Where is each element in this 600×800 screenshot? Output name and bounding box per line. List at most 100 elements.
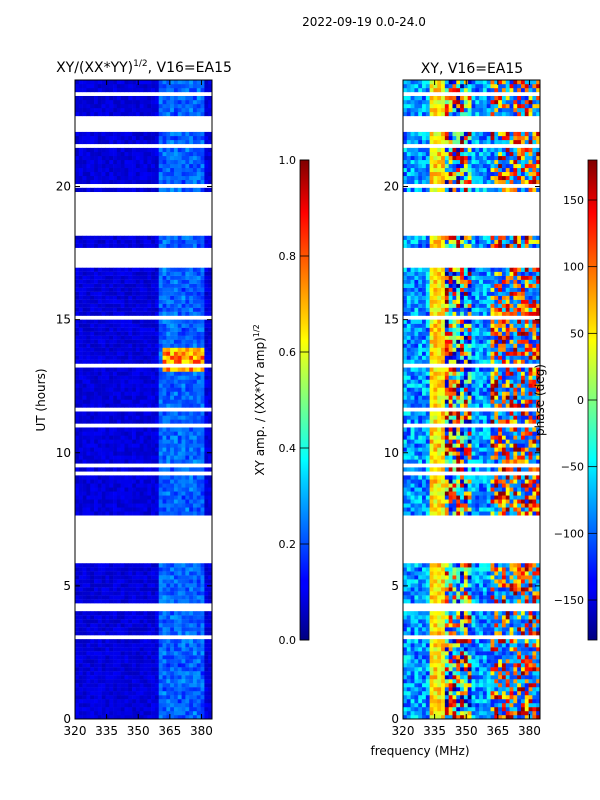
amplitude-heatmap-cell xyxy=(192,295,198,300)
amplitude-heatmap-cell xyxy=(200,287,205,292)
amplitude-heatmap-cell xyxy=(143,475,148,480)
amplitude-heatmap-cell xyxy=(105,351,110,356)
amplitude-heatmap-cell xyxy=(162,623,167,628)
amplitude-heatmap-cell xyxy=(196,615,201,620)
amplitude-heatmap-cell xyxy=(113,303,118,308)
phase-heatmap-cell xyxy=(509,707,514,712)
amplitude-heatmap-cell xyxy=(94,511,99,516)
amplitude-heatmap-cell xyxy=(147,383,152,388)
phase-heatmap-cell xyxy=(532,695,537,700)
amplitude-heatmap-cell xyxy=(200,103,205,109)
amplitude-heatmap-cell xyxy=(147,299,152,304)
amplitude-heatmap-cell xyxy=(90,271,95,276)
amplitude-heatmap-cell xyxy=(151,131,156,137)
amplitude-heatmap-cell xyxy=(158,335,163,340)
amplitude-heatmap-cell xyxy=(170,335,175,340)
amplitude-heatmap-cell xyxy=(177,435,182,440)
amplitude-heatmap-cell xyxy=(154,623,160,628)
amplitude-heatmap-cell xyxy=(173,267,179,272)
amplitude-heatmap-cell xyxy=(192,567,198,572)
amplitude-heatmap-cell xyxy=(147,495,152,500)
amplitude-heatmap-cell xyxy=(132,155,137,161)
amplitude-heatmap-cell xyxy=(181,411,186,416)
amplitude-heatmap-cell xyxy=(192,107,198,113)
amplitude-heatmap-cell xyxy=(128,619,133,624)
amplitude-heatmap-cell xyxy=(208,327,213,332)
amplitude-heatmap-cell xyxy=(170,147,175,153)
amplitude-heatmap-cell xyxy=(147,639,152,644)
amplitude-heatmap-cell xyxy=(170,507,175,512)
amplitude-heatmap-cell xyxy=(166,383,171,388)
amplitude-heatmap-cell xyxy=(208,483,213,488)
amplitude-heatmap-cell xyxy=(177,87,182,93)
phase-heatmap-cell xyxy=(467,679,472,684)
amplitude-heatmap-cell xyxy=(139,80,144,85)
amplitude-heatmap-cell xyxy=(200,171,205,177)
amplitude-heatmap-cell xyxy=(170,239,175,244)
phase-heatmap-cell xyxy=(479,651,484,656)
amplitude-heatmap-cell xyxy=(132,179,137,185)
amplitude-heatmap-cell xyxy=(177,427,182,432)
amplitude-heatmap-cell xyxy=(204,179,209,185)
amplitude-heatmap-cell xyxy=(192,431,198,436)
amplitude-heatmap-cell xyxy=(154,379,160,384)
phase-heatmap-cell xyxy=(422,675,427,680)
phase-heatmap-cell xyxy=(528,687,533,692)
amplitude-heatmap-cell xyxy=(109,395,114,400)
amplitude-heatmap-cell xyxy=(82,615,87,620)
amplitude-heatmap-cell xyxy=(189,511,194,516)
phase-heatmap-cell xyxy=(414,667,419,672)
amplitude-heatmap-cell xyxy=(189,151,194,157)
amplitude-heatmap-cell xyxy=(181,391,186,396)
amplitude-heatmap-cell xyxy=(135,367,140,372)
amplitude-heatmap-cell xyxy=(143,455,148,460)
amplitude-heatmap-cell xyxy=(120,351,125,356)
amplitude-heatmap-cell xyxy=(189,651,194,656)
amplitude-heatmap-cell xyxy=(132,343,137,348)
phase-heatmap-cell xyxy=(429,675,434,680)
amplitude-heatmap-cell xyxy=(113,643,118,648)
amplitude-heatmap-cell xyxy=(189,599,194,604)
amplitude-heatmap-cell xyxy=(170,359,175,364)
amplitude-heatmap-cell xyxy=(158,283,163,288)
phase-heatmap-cell xyxy=(406,711,411,716)
amplitude-heatmap-cell xyxy=(75,663,80,668)
amplitude-heatmap-cell xyxy=(154,427,160,432)
amplitude-heatmap-cell xyxy=(185,567,190,572)
phase-heatmap-cell xyxy=(475,695,480,700)
phase-heatmap-cell xyxy=(509,651,514,656)
amplitude-heatmap-cell xyxy=(135,267,140,272)
phase-heatmap-cell xyxy=(460,683,465,688)
amplitude-heatmap-cell xyxy=(139,583,144,588)
amplitude-heatmap-cell xyxy=(170,319,175,324)
amplitude-heatmap-cell xyxy=(128,451,133,456)
amplitude-heatmap-cell xyxy=(109,155,114,161)
amplitude-heatmap-cell xyxy=(192,95,198,101)
amplitude-heatmap-cell xyxy=(147,503,152,508)
amplitude-heatmap-cell xyxy=(162,599,167,604)
amplitude-heatmap-cell xyxy=(90,675,95,680)
amplitude-heatmap-cell xyxy=(116,479,121,484)
amplitude-heatmap-cell xyxy=(124,563,129,568)
phase-heatmap-cell xyxy=(479,679,484,684)
amplitude-heatmap-cell xyxy=(97,687,102,692)
amplitude-heatmap-cell xyxy=(135,243,140,248)
amplitude-heatmap-cell xyxy=(200,279,205,284)
amplitude-heatmap-cell xyxy=(154,323,160,328)
amplitude-heatmap-cell xyxy=(128,563,133,568)
amplitude-heatmap-cell xyxy=(78,571,83,576)
amplitude-heatmap-cell xyxy=(128,80,133,85)
amplitude-heatmap-cell xyxy=(200,367,205,372)
amplitude-heatmap-cell xyxy=(132,419,137,424)
amplitude-heatmap-cell xyxy=(158,343,163,348)
amplitude-heatmap-cell xyxy=(132,695,137,700)
amplitude-heatmap-cell xyxy=(143,571,148,576)
phase-heatmap-cell xyxy=(452,679,457,684)
amplitude-heatmap-cell xyxy=(113,499,118,504)
amplitude-heatmap-cell xyxy=(113,571,118,576)
amplitude-heatmap-cell xyxy=(97,447,102,452)
amplitude-heatmap-cell xyxy=(204,575,209,580)
phase-heatmap-cell xyxy=(482,655,488,660)
amplitude-heatmap-cell xyxy=(86,371,91,376)
amplitude-heatmap-cell xyxy=(132,387,137,392)
